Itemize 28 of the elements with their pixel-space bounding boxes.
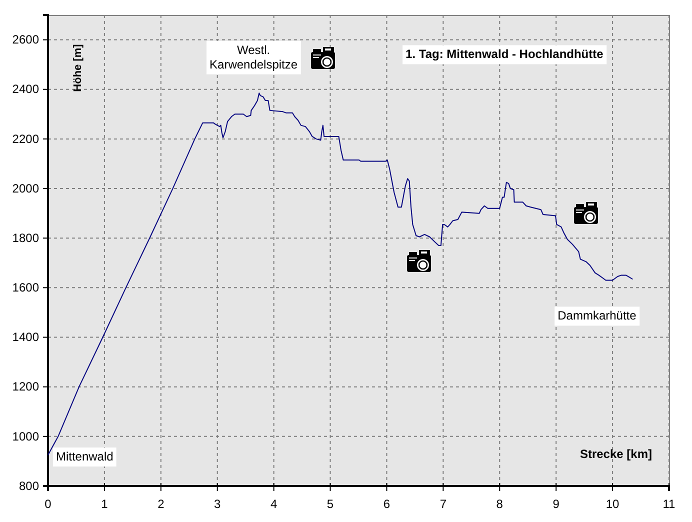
x-tick-label: 5 xyxy=(326,497,334,511)
y-axis-title: Höhe [m] xyxy=(72,44,84,92)
y-tick-label: 2600 xyxy=(12,32,40,47)
x-tick-label: 1 xyxy=(101,497,108,511)
x-tick-label: 11 xyxy=(662,497,676,511)
annotation: Mittenwald xyxy=(56,450,114,464)
y-tick-label: 800 xyxy=(18,478,40,493)
y-tick-label: 2400 xyxy=(12,82,40,96)
x-tick-label: 2 xyxy=(158,497,165,511)
x-tick-label: 0 xyxy=(44,497,52,511)
x-tick-label: 3 xyxy=(214,497,222,511)
y-tick-label: 2000 xyxy=(12,181,40,196)
annotation: Westl. Karwendelspitze xyxy=(210,42,298,72)
y-tick-label: 1200 xyxy=(12,380,40,394)
y-tick-label: 2200 xyxy=(12,132,40,146)
y-tick-label: 1400 xyxy=(12,330,40,344)
text: 1. Tag: Mittenwald - Hochlandhütte xyxy=(406,47,604,62)
x-tick-label: 4 xyxy=(270,497,278,511)
y-tick-label: 1600 xyxy=(12,280,40,295)
x-tick-label: 10 xyxy=(606,497,620,511)
y-tick-label: 1000 xyxy=(12,429,40,444)
x-tick-label: 6 xyxy=(383,497,390,511)
y-tick-label: 1800 xyxy=(12,230,40,245)
x-axis-title: Strecke [km] xyxy=(580,447,652,461)
annotation: Dammkarhütte xyxy=(558,308,637,323)
x-tick-label: 9 xyxy=(552,497,560,511)
x-tick-label: 8 xyxy=(496,497,504,511)
x-tick-label: 7 xyxy=(440,497,447,511)
